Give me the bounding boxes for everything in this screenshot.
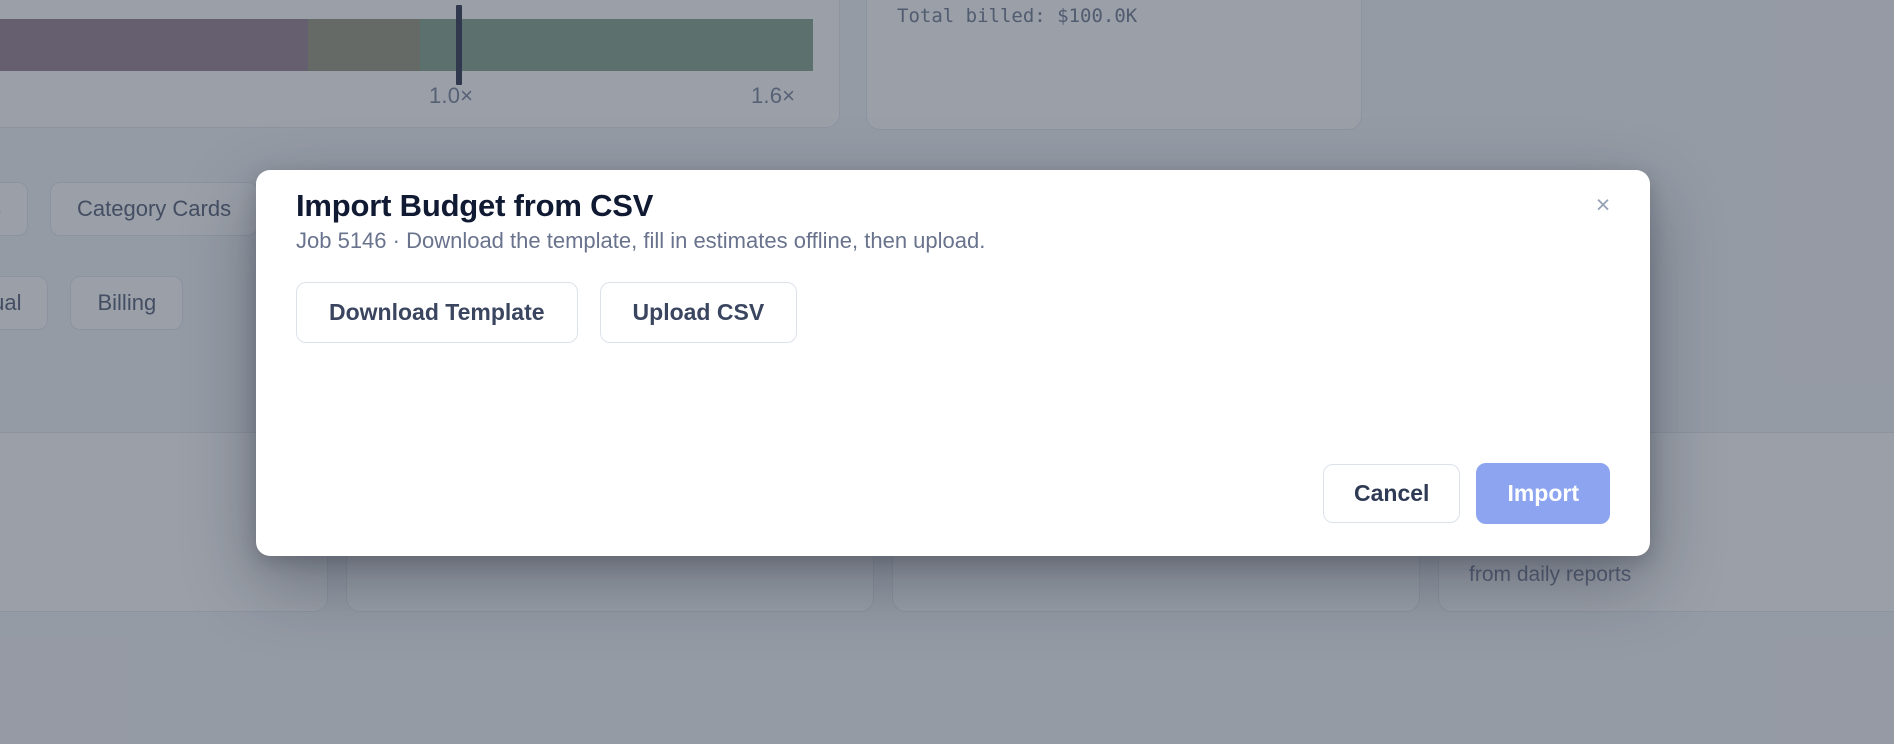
ratio-marker bbox=[456, 5, 462, 85]
import-budget-dialog: Import Budget from CSV × Job 5146 · Down… bbox=[256, 170, 1650, 556]
download-template-button[interactable]: Download Template bbox=[296, 282, 578, 343]
ratio-panel: 1.0× 1.6× bbox=[0, 0, 840, 128]
ratio-segment-remaining bbox=[419, 19, 813, 71]
ratio-segment-spent bbox=[0, 19, 308, 71]
dialog-footer: Cancel Import bbox=[1323, 463, 1610, 524]
chip-budget-vs-actual[interactable]: ctual bbox=[0, 276, 49, 330]
ratio-segment-committed bbox=[307, 19, 420, 71]
chip-row-views: cs Category Cards bbox=[0, 182, 259, 236]
dialog-title: Import Budget from CSV bbox=[296, 188, 654, 223]
ratio-progress-bar bbox=[0, 19, 813, 71]
kpi-subtext: from daily reports bbox=[1469, 563, 1632, 586]
chip-row-sections: ctual Billing bbox=[0, 276, 184, 330]
billed-panel: Total billed: $100.0K bbox=[866, 0, 1362, 130]
upload-csv-button[interactable]: Upload CSV bbox=[599, 282, 798, 343]
total-billed-text: Total billed: $100.0K bbox=[897, 5, 1138, 27]
cancel-button[interactable]: Cancel bbox=[1323, 464, 1461, 523]
ratio-tick-label: 1.0× bbox=[429, 83, 474, 108]
close-icon[interactable]: × bbox=[1586, 188, 1620, 222]
ratio-tick-label: 1.6× bbox=[751, 83, 796, 108]
kpi-label: LUE bbox=[0, 459, 297, 481]
dialog-action-row: Download Template Upload CSV bbox=[296, 282, 798, 343]
dialog-subtitle: Job 5146 · Download the template, fill i… bbox=[296, 228, 986, 253]
chip-billing[interactable]: Billing bbox=[70, 276, 184, 330]
chip-category-cards[interactable]: Category Cards bbox=[50, 182, 259, 236]
kpi-value: 000 bbox=[0, 497, 297, 550]
import-button[interactable]: Import bbox=[1476, 463, 1610, 524]
chip-metrics[interactable]: cs bbox=[0, 182, 28, 236]
